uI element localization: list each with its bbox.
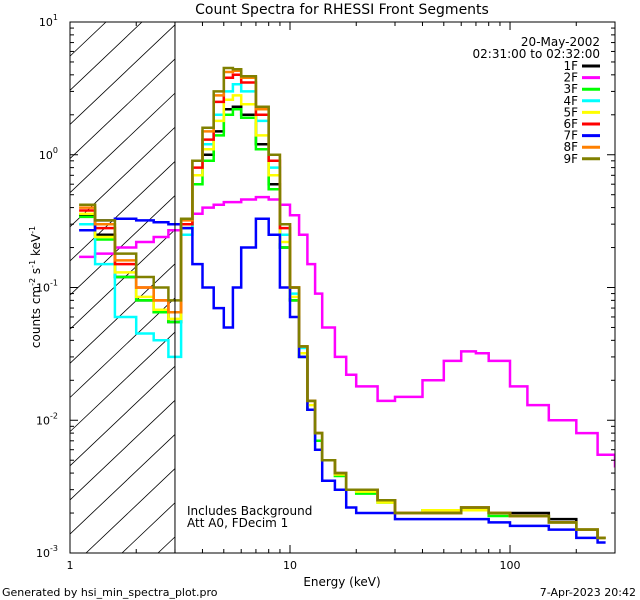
legend-label-3F: 3F	[563, 82, 578, 96]
footer-generated-by: Generated by hsi_min_spectra_plot.pro	[2, 586, 218, 599]
y-label-sup2: -1	[28, 260, 37, 268]
legend-label-1F: 1F	[563, 59, 578, 73]
series-group	[79, 66, 615, 544]
y-tick-base: 10	[36, 282, 50, 295]
hatch-line	[70, 194, 175, 296]
legend-label-5F: 5F	[563, 105, 578, 119]
legend-label-4F: 4F	[563, 94, 578, 108]
series-line-6F	[79, 73, 606, 540]
series-line-7F	[79, 217, 606, 544]
x-tick-label: 1	[67, 559, 74, 572]
y-tick-label: 10-2	[36, 411, 58, 427]
y-label-base: counts cm	[29, 286, 43, 348]
hatch-line	[70, 22, 107, 57]
y-tick-exp: 0	[53, 146, 58, 155]
hatch-line	[70, 365, 175, 467]
x-axis-label: Energy (keV)	[303, 575, 380, 589]
y-tick-base: 10	[36, 547, 50, 560]
series-line-2F	[79, 195, 615, 468]
x-tick-label: 10	[283, 559, 297, 572]
y-axis-label: counts cm-2 s-1 keV-1	[28, 226, 43, 348]
annotation-attenuator: Att A0, FDecim 1	[187, 516, 288, 530]
series-line-5F	[79, 94, 606, 540]
y-tick-base: 10	[39, 149, 53, 162]
x-tick-label: 100	[500, 559, 521, 572]
series-line-9F	[79, 66, 606, 540]
y-tick-label: 100	[39, 146, 58, 162]
y-tick-label: 101	[39, 13, 58, 29]
y-label-end: keV	[29, 233, 43, 260]
time-range-label: 02:31:00 to 02:32:00	[473, 47, 600, 61]
hatch-line	[70, 433, 175, 535]
hatch-line	[70, 399, 175, 501]
annotation-background: Includes Background	[187, 504, 312, 518]
y-tick-exp: 1	[53, 13, 58, 22]
y-tick-label: 10-1	[36, 279, 58, 295]
hatched-region	[70, 22, 175, 553]
y-tick-exp: -1	[50, 279, 58, 288]
legend-label-8F: 8F	[563, 140, 578, 154]
y-label-sup1: -2	[28, 278, 37, 286]
series-line-8F	[79, 69, 606, 540]
legend-label-6F: 6F	[563, 117, 578, 131]
y-tick-exp: -3	[50, 544, 58, 553]
date-label: 20-May-2002	[521, 35, 600, 49]
y-label-sup3: -1	[28, 226, 37, 234]
hatch-line	[70, 92, 175, 194]
footer-timestamp: 7-Apr-2023 20:42	[540, 586, 636, 599]
hatch-line	[70, 58, 175, 160]
chart-title: Count Spectra for RHESSI Front Segments	[195, 2, 489, 18]
hatch-line	[70, 24, 175, 125]
y-tick-label: 10-3	[36, 544, 58, 560]
legend-label-7F: 7F	[563, 129, 578, 143]
axis-ticks	[69, 21, 616, 554]
y-label-mid: s	[29, 268, 43, 278]
legend-label-9F: 9F	[563, 152, 578, 166]
y-tick-exp: -2	[50, 411, 58, 420]
y-tick-base: 10	[36, 414, 50, 427]
y-tick-base: 10	[39, 16, 53, 29]
hatch-line	[121, 502, 175, 553]
legend-label-2F: 2F	[563, 71, 578, 85]
